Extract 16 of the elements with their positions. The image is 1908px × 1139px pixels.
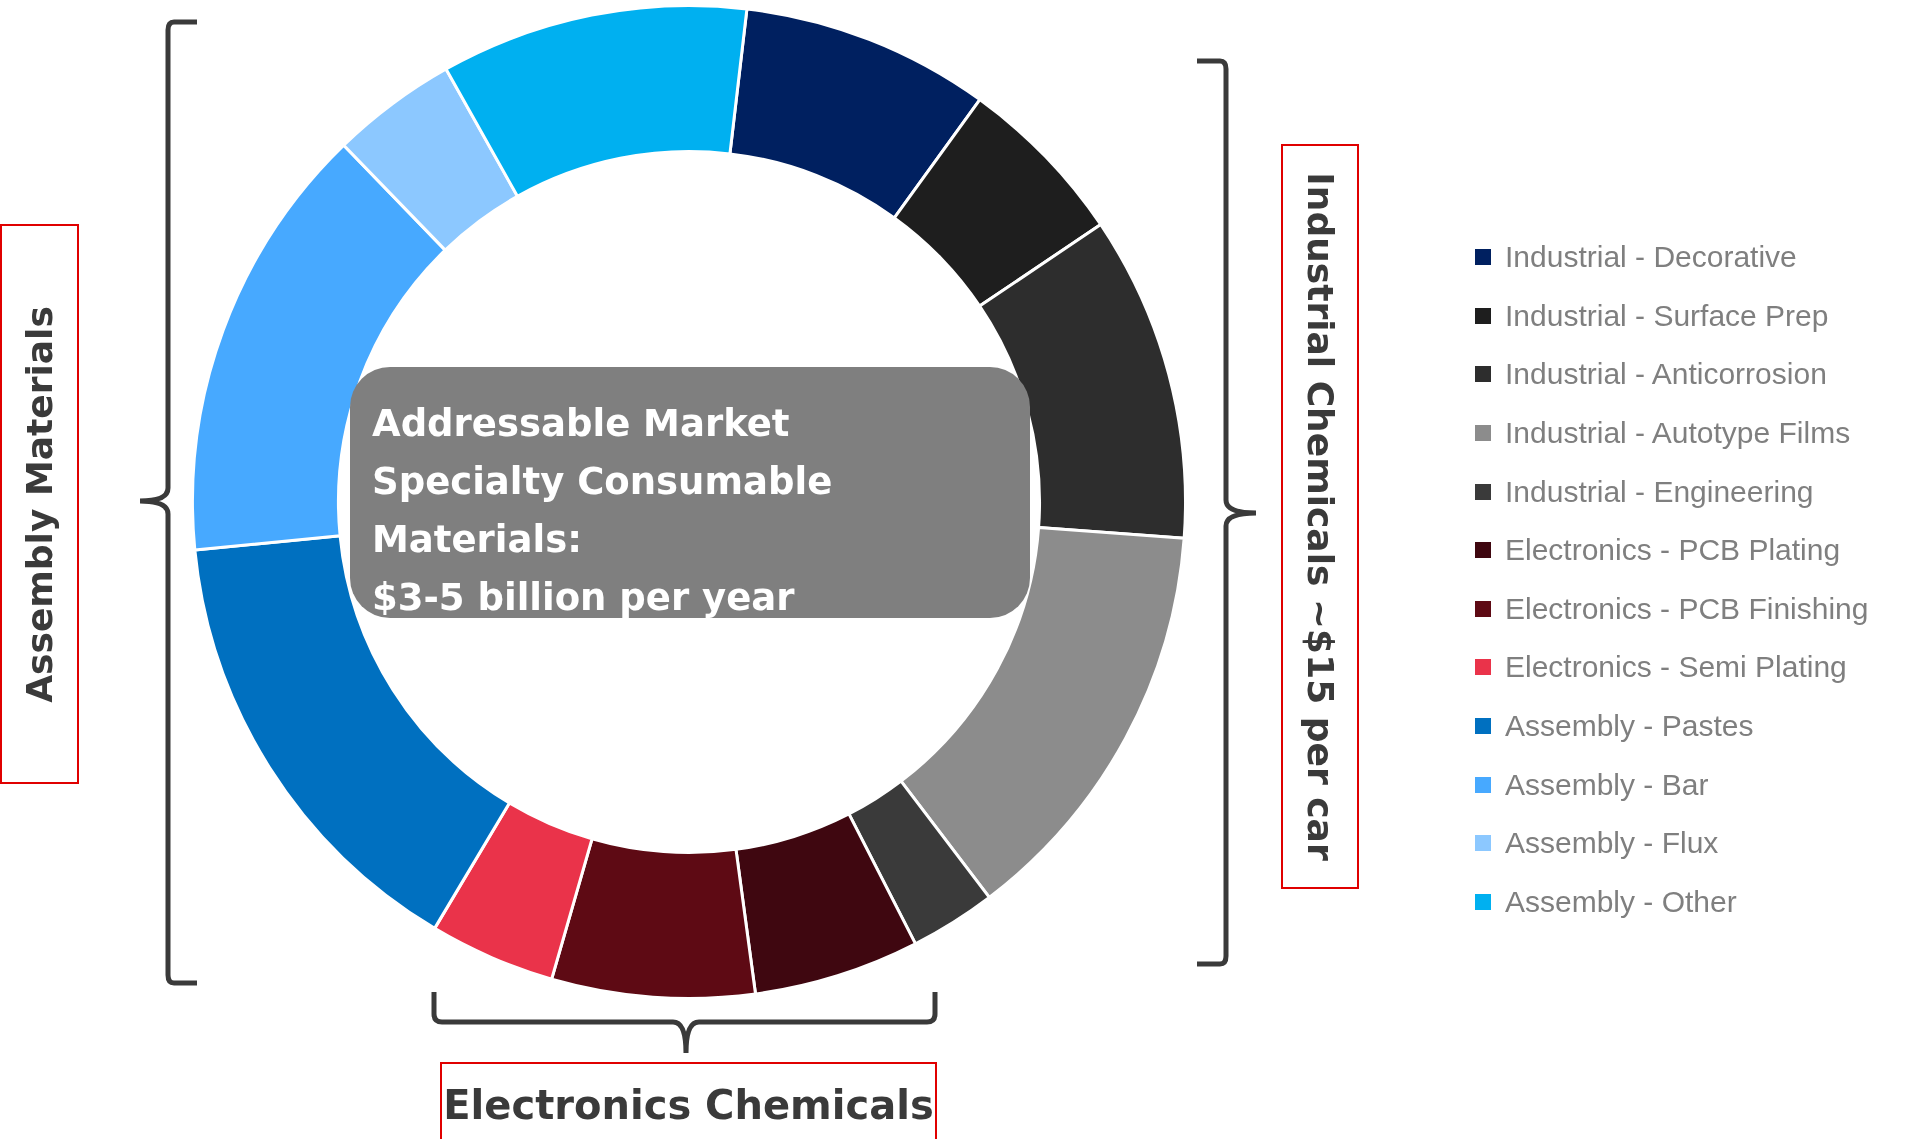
legend-label: Industrial - Autotype Films xyxy=(1505,416,1851,451)
legend-label: Assembly - Flux xyxy=(1505,826,1719,861)
legend-label: Industrial - Anticorrosion xyxy=(1505,357,1827,392)
legend-label: Industrial - Decorative xyxy=(1505,240,1797,275)
text: Addressable Market Specialty Consumable Materials: $3-5 billion per year xyxy=(350,367,1030,619)
legend-label: Electronics - Semi Plating xyxy=(1505,650,1847,685)
text: Electronics Chemicals xyxy=(440,1062,937,1139)
text: Assembly Materials xyxy=(19,305,60,703)
legend-label: Electronics - PCB Plating xyxy=(1505,533,1841,568)
legend-label: Assembly - Other xyxy=(1505,884,1737,919)
text: Industrial Chemicals ~$15 per car xyxy=(1299,172,1341,861)
legend-label: Industrial - Engineering xyxy=(1505,474,1814,509)
legend-label: Industrial - Surface Prep xyxy=(1505,298,1829,333)
legend-label: Assembly - Bar xyxy=(1505,767,1709,802)
legend-label: Assembly - Pastes xyxy=(1505,709,1754,744)
legend-label: Electronics - PCB Finishing xyxy=(1505,591,1869,626)
